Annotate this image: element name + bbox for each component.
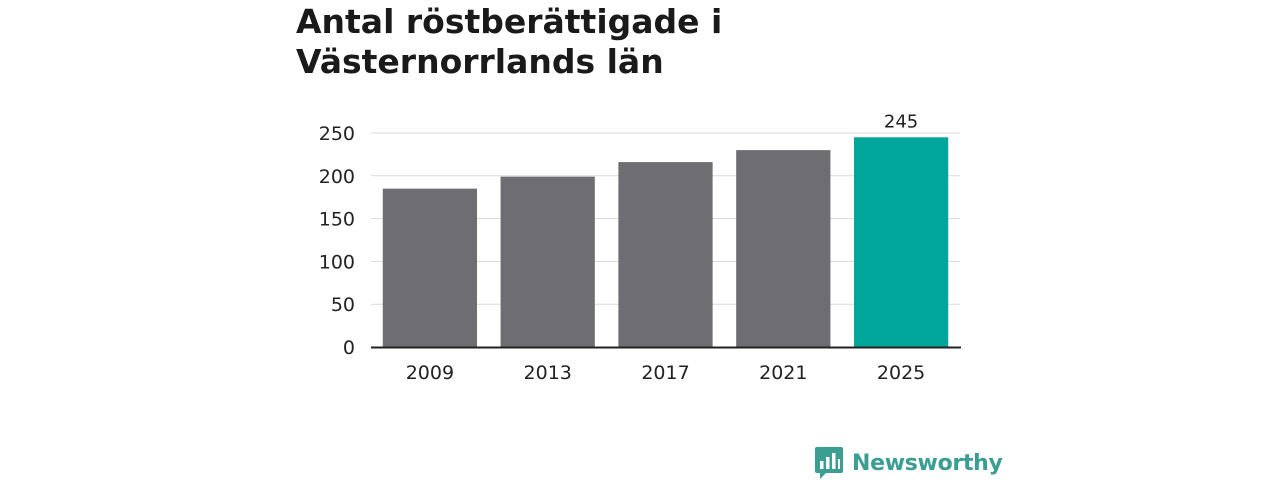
bar [853,137,949,347]
bar-chart-bubble-icon [815,447,843,479]
bar [382,188,478,347]
bars [382,137,949,347]
x-tick-label: 2009 [406,362,454,384]
chart-title: Antal röstberättigade i Västernorrlands … [296,2,723,81]
y-tick-label: 200 [319,166,355,188]
x-tick-labels: 2009 2013 2017 2021 2025 [406,362,926,384]
y-tick-labels: 0 50 100 150 200 250 [319,123,355,359]
newsworthy-logo[interactable]: Newsworthy [814,446,1003,480]
y-tick-label: 100 [319,251,355,273]
x-tick-label: 2021 [759,362,807,384]
y-tick-label: 0 [343,337,355,359]
x-tick-label: 2025 [877,362,925,384]
bar [618,162,713,347]
x-tick-label: 2013 [524,362,572,384]
bar [500,176,595,347]
brand-name: Newsworthy [852,450,1003,476]
y-tick-label: 50 [331,294,355,316]
data-labels: 245 [884,111,918,132]
y-tick-label: 150 [319,209,355,231]
x-tick-label: 2017 [641,362,689,384]
bar [736,150,831,347]
data-label: 245 [884,111,918,132]
y-tick-label: 250 [319,123,355,145]
